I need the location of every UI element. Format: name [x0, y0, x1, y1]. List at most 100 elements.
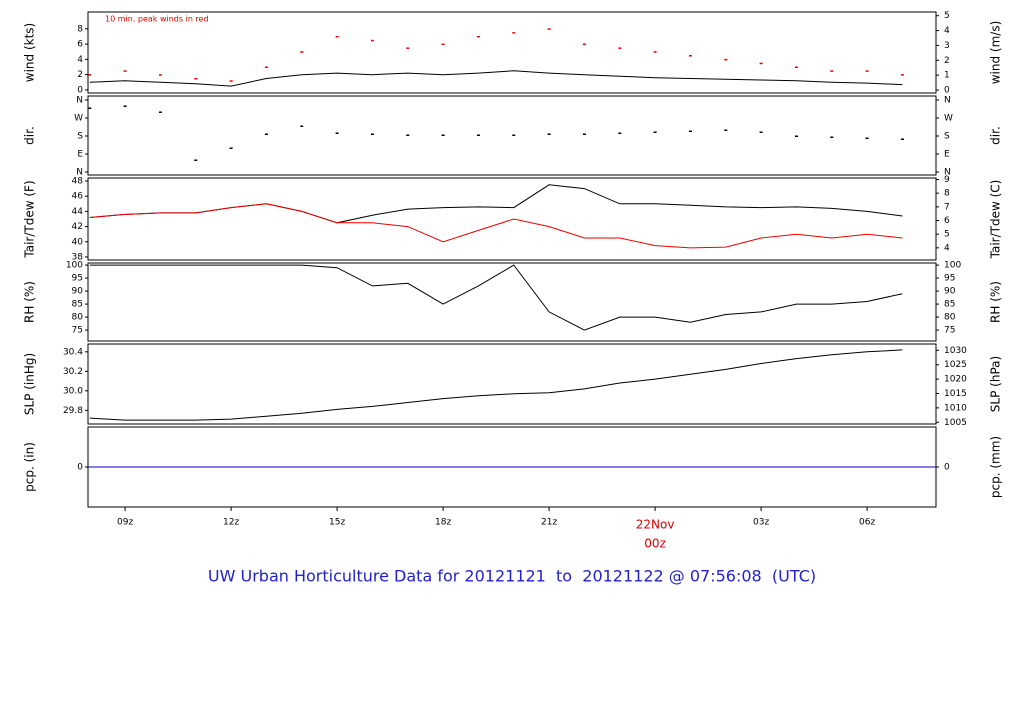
data-point [476, 134, 480, 136]
y2-axis-label: Tair/Tdew (C) [989, 180, 1003, 260]
y-tick-label: 42 [72, 222, 83, 232]
data-point [653, 51, 657, 53]
y-axis-label: Tair/Tdew (F) [23, 180, 37, 258]
data-point [900, 138, 904, 140]
panel-frame [87, 177, 937, 261]
y2-tick-label: 1020 [944, 375, 967, 385]
x-tick-label: 06z [859, 518, 875, 528]
y2-tick-label: 5 [944, 230, 950, 240]
y-tick-label: 0 [77, 463, 83, 473]
x-tick-label: 21z [541, 518, 557, 528]
y2-axis-label: wind (m/s) [989, 21, 1003, 85]
y-tick-label: 29.8 [63, 406, 83, 416]
y-tick-label: 30.2 [63, 367, 83, 377]
series-line [89, 70, 903, 87]
y-tick-label: 95 [72, 274, 83, 284]
y2-tick-label: 90 [944, 287, 956, 297]
data-point [476, 35, 480, 38]
y-tick-label: N [76, 168, 83, 178]
y2-tick-label: 2 [944, 56, 950, 66]
y2-tick-label: 9 [944, 175, 950, 185]
data-point [441, 43, 445, 46]
y2-axis-label: dir. [989, 126, 1003, 145]
y2-tick-label: 4 [944, 26, 950, 36]
y-axis-label: wind (kts) [23, 23, 37, 82]
y2-tick-label: 1025 [944, 360, 967, 370]
y2-tick-label: 6 [944, 216, 950, 226]
y2-tick-label: 8 [944, 189, 950, 199]
y-tick-label: S [77, 132, 83, 142]
y2-tick-label: 1030 [944, 346, 967, 356]
y2-tick-label: 85 [944, 300, 955, 310]
data-point [794, 66, 798, 69]
y-tick-label: E [77, 150, 83, 160]
panel-frame [87, 11, 937, 94]
y-tick-label: 30.4 [63, 347, 83, 357]
y-tick-label: 4 [77, 55, 83, 65]
x-tick-label: 09z [117, 518, 133, 528]
data-point [830, 70, 834, 72]
data-point [229, 80, 233, 82]
series-line [89, 264, 903, 331]
data-point [865, 137, 869, 139]
data-point [335, 35, 339, 38]
y2-tick-label: 1 [944, 71, 950, 81]
panel-frame [87, 343, 937, 425]
data-point [865, 70, 869, 72]
data-point [688, 130, 692, 132]
panel-frame [87, 95, 937, 176]
y-tick-label: 44 [72, 207, 84, 217]
data-point [406, 47, 410, 49]
data-point [229, 147, 233, 149]
y2-tick-label: 75 [944, 326, 955, 336]
data-point [194, 159, 198, 161]
y-tick-label: 90 [72, 287, 84, 297]
y2-tick-label: 5 [944, 11, 950, 21]
data-point [830, 136, 834, 138]
data-point [158, 111, 162, 113]
series-line [89, 203, 903, 249]
data-point [264, 133, 268, 135]
data-point [406, 134, 410, 136]
y2-tick-label: 3 [944, 41, 950, 51]
data-point [370, 39, 374, 42]
data-point [158, 74, 162, 76]
data-point [759, 62, 763, 65]
data-point [759, 131, 763, 133]
y-tick-label: 80 [72, 313, 84, 323]
date-label: 22Nov [636, 518, 675, 532]
y2-tick-label: 80 [944, 313, 956, 323]
data-point [618, 47, 622, 49]
y2-tick-label: E [944, 150, 950, 160]
y-tick-label: N [76, 96, 83, 106]
y-tick-label: 46 [72, 192, 84, 202]
data-point [123, 105, 127, 107]
data-point [194, 77, 198, 80]
y2-tick-label: 0 [944, 463, 950, 473]
data-point [900, 74, 904, 76]
data-point [724, 129, 728, 131]
data-point [335, 132, 339, 134]
y2-axis-label: RH (%) [989, 281, 1003, 323]
y-axis-label: RH (%) [23, 281, 37, 323]
data-point [547, 28, 551, 30]
data-point [264, 66, 268, 69]
y2-tick-label: N [944, 168, 951, 178]
data-point [512, 32, 516, 34]
data-point [123, 70, 127, 72]
y-tick-label: 100 [66, 261, 83, 271]
y-tick-label: 8 [77, 24, 83, 34]
data-point [300, 125, 304, 127]
y-tick-label: 85 [72, 300, 83, 310]
y-axis-label: pcp. (in) [23, 442, 37, 492]
y-tick-label: W [74, 114, 83, 124]
series-line [89, 349, 903, 421]
data-point [547, 133, 551, 135]
data-point [370, 133, 374, 135]
y2-tick-label: 1015 [944, 389, 967, 399]
y2-tick-label: 4 [944, 243, 950, 253]
chart-title: UW Urban Horticulture Data for 20121121 … [208, 567, 816, 586]
data-point [688, 55, 692, 57]
y2-axis-label: pcp. (mm) [989, 436, 1003, 498]
